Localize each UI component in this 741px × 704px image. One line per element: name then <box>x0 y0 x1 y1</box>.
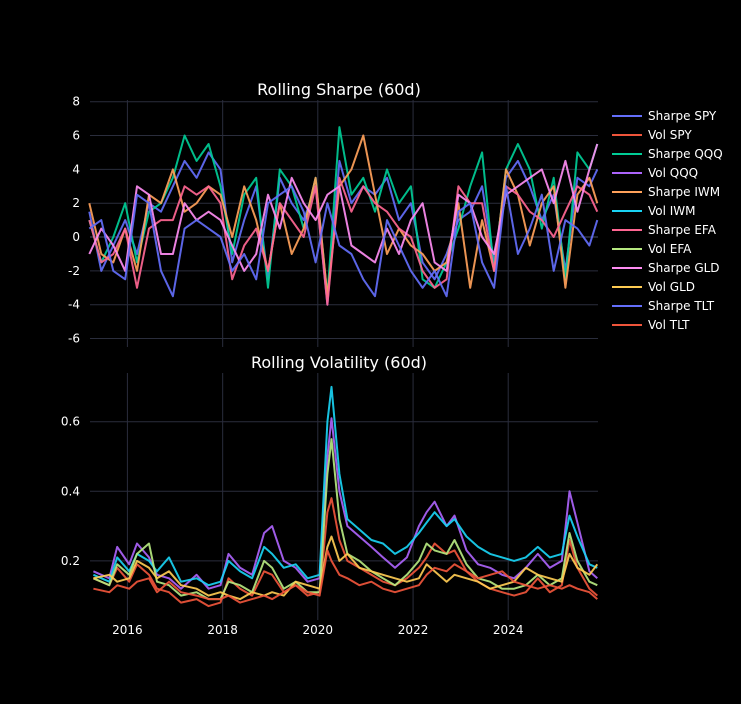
series-line-vol-iwm <box>93 385 598 587</box>
series-line-sharpe-qqq <box>88 126 599 298</box>
legend-label: Sharpe SPY <box>648 109 717 123</box>
legend-label: Vol EFA <box>648 242 692 256</box>
sharpe-y-tick-label: 4 <box>72 162 80 176</box>
legend-item-sharpe-qqq[interactable]: Sharpe QQQ <box>612 147 723 161</box>
series-line-vol-efa <box>93 438 598 601</box>
legend-label: Vol IWM <box>648 204 696 218</box>
legend-label: Vol TLT <box>648 318 690 332</box>
legend-label: Vol GLD <box>648 280 695 294</box>
series-line-vol-spy <box>93 497 598 608</box>
sharpe-series-lines <box>88 126 599 306</box>
volatility-panel-title: Rolling Volatility (60d) <box>251 353 427 372</box>
volatility-y-tick-label: 0.2 <box>61 554 80 568</box>
legend-label: Vol QQQ <box>648 166 698 180</box>
volatility-gridlines <box>90 373 598 620</box>
sharpe-panel-title: Rolling Sharpe (60d) <box>257 80 421 99</box>
x-tick-label-2020: 2020 <box>303 623 334 637</box>
legend-item-vol-gld[interactable]: Vol GLD <box>612 280 695 294</box>
series-line-sharpe-spy <box>88 151 599 306</box>
legend-item-vol-spy[interactable]: Vol SPY <box>612 128 692 142</box>
sharpe-panel: Rolling Sharpe (60d) -6 -4 -2 0 2 4 6 8 <box>68 80 599 347</box>
x-tick-label-2022: 2022 <box>398 623 429 637</box>
series-line-sharpe-gld <box>88 143 599 272</box>
series-line-sharpe-tlt <box>88 185 599 298</box>
legend-label: Sharpe IWM <box>648 185 720 199</box>
legend-label: Sharpe GLD <box>648 261 720 275</box>
legend-item-vol-tlt[interactable]: Vol TLT <box>612 318 690 332</box>
volatility-series-lines <box>92 385 599 608</box>
sharpe-y-tick-label: 6 <box>72 129 80 143</box>
legend-item-sharpe-iwm[interactable]: Sharpe IWM <box>612 185 720 199</box>
series-line-sharpe-iwm <box>88 134 599 298</box>
sharpe-y-tick-label: 0 <box>72 230 80 244</box>
series-line-vol-qqq <box>92 417 598 590</box>
legend-label: Sharpe EFA <box>648 223 717 237</box>
sharpe-y-tick-label: -6 <box>68 332 80 346</box>
volatility-y-tick-label: 0.4 <box>61 484 80 498</box>
legend-item-vol-qqq[interactable]: Vol QQQ <box>612 166 698 180</box>
legend-label: Sharpe TLT <box>648 299 715 313</box>
x-tick-label-2024: 2024 <box>493 623 524 637</box>
legend-item-sharpe-spy[interactable]: Sharpe SPY <box>612 109 717 123</box>
sharpe-gridlines <box>90 100 598 347</box>
x-tick-label-2016: 2016 <box>112 623 143 637</box>
legend-label: Vol SPY <box>648 128 692 142</box>
legend-item-sharpe-gld[interactable]: Sharpe GLD <box>612 261 720 275</box>
sharpe-y-tick-label: 2 <box>72 196 80 210</box>
legend-item-vol-efa[interactable]: Vol EFA <box>612 242 692 256</box>
sharpe-y-tick-label: 8 <box>72 95 80 109</box>
sharpe-y-tick-label: -2 <box>68 264 80 278</box>
legend-item-sharpe-efa[interactable]: Sharpe EFA <box>612 223 717 237</box>
series-line-vol-tlt <box>93 549 598 604</box>
sharpe-y-tick-label: -4 <box>68 298 80 312</box>
x-tick-label-2018: 2018 <box>207 623 238 637</box>
volatility-y-tick-label: 0.6 <box>61 415 80 429</box>
x-axis-tick-labels: 2016 2018 2020 2022 2024 <box>112 623 523 637</box>
legend-item-vol-iwm[interactable]: Vol IWM <box>612 204 696 218</box>
legend-item-sharpe-tlt[interactable]: Sharpe TLT <box>612 299 715 313</box>
sharpe-y-tick-labels: -6 -4 -2 0 2 4 6 8 <box>68 95 80 346</box>
volatility-y-tick-labels: 0.2 0.4 0.6 <box>61 415 80 568</box>
series-line-vol-gld <box>93 535 599 601</box>
volatility-panel: Rolling Volatility (60d) 0.20.40.6 2016 2… <box>61 353 599 637</box>
series-line-sharpe-efa <box>88 176 599 306</box>
legend[interactable]: Sharpe SPY Vol SPY Sharpe QQQ Vol QQQ Sharpe… <box>612 109 723 332</box>
legend-label: Sharpe QQQ <box>648 147 723 161</box>
